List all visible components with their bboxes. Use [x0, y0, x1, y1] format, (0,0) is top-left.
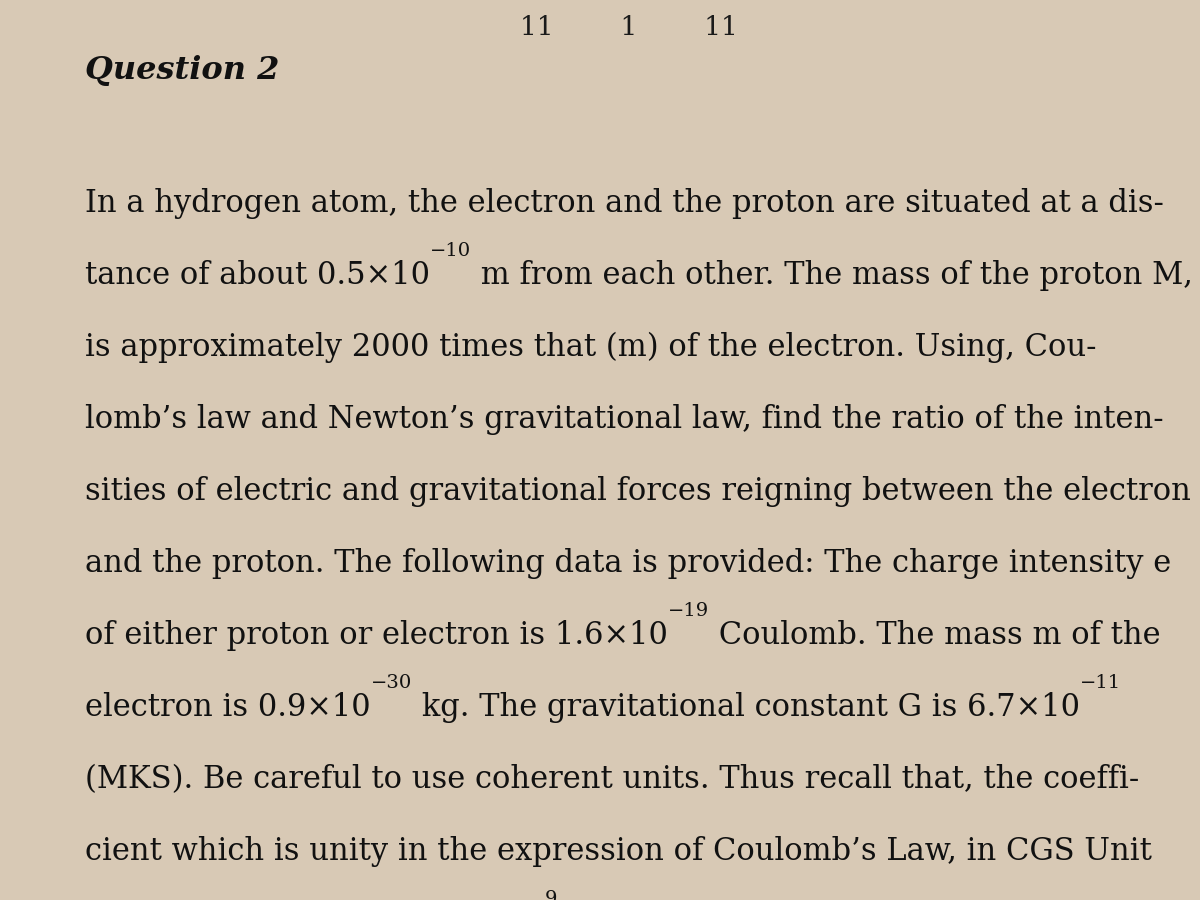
Text: and the proton. The following data is provided: The charge intensity e: and the proton. The following data is pr… [85, 548, 1171, 580]
Text: In a hydrogen atom, the electron and the proton are situated at a dis-: In a hydrogen atom, the electron and the… [85, 188, 1164, 220]
Text: cient which is unity in the expression of Coulomb’s Law, in CGS Unit: cient which is unity in the expression o… [85, 836, 1152, 868]
Text: of either proton or electron is 1.6×10: of either proton or electron is 1.6×10 [85, 620, 668, 652]
Text: lomb’s law and Newton’s gravitational law, find the ratio of the inten-: lomb’s law and Newton’s gravitational la… [85, 404, 1164, 436]
Text: −10: −10 [430, 242, 472, 260]
Text: sities of electric and gravitational forces reigning between the electron: sities of electric and gravitational for… [85, 476, 1190, 508]
Text: Question 2: Question 2 [85, 55, 280, 86]
Text: tance of about 0.5×10: tance of about 0.5×10 [85, 260, 430, 292]
Text: (MKS). Be careful to use coherent units. Thus recall that, the coeffi-: (MKS). Be careful to use coherent units.… [85, 764, 1139, 796]
Text: −30: −30 [371, 674, 412, 692]
Text: 9: 9 [545, 890, 557, 900]
Text: electron is 0.9×10: electron is 0.9×10 [85, 692, 371, 724]
Text: m from each other. The mass of the proton M,: m from each other. The mass of the proto… [472, 260, 1193, 292]
Text: 11        1        11: 11 1 11 [520, 15, 738, 40]
Text: kg. The gravitational constant G is 6.7×10: kg. The gravitational constant G is 6.7×… [412, 692, 1080, 724]
Text: is approximately 2000 times that (m) of the electron. Using, Cou-: is approximately 2000 times that (m) of … [85, 332, 1097, 364]
Text: −19: −19 [668, 602, 709, 620]
Text: Coulomb. The mass m of the: Coulomb. The mass m of the [709, 620, 1160, 652]
Text: −11: −11 [1080, 674, 1121, 692]
